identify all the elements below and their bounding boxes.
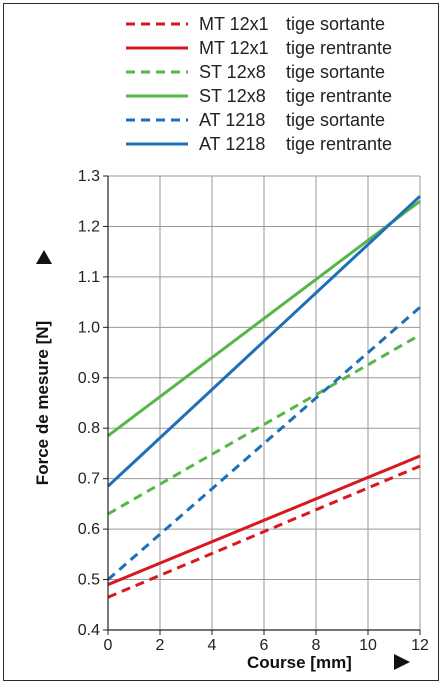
y-axis-arrow-icon: [36, 250, 52, 264]
chart-svg: MT 12x1 tige sortante MT 12x1 tige rentrant…: [33, 14, 429, 672]
legend-label: ST 12x8: [199, 62, 266, 82]
series-line: [106, 195, 422, 488]
series-line: [107, 200, 421, 437]
axes: [103, 175, 421, 635]
legend-label-suffix: tige rentrante: [286, 134, 392, 154]
x-tick-label: 10: [359, 637, 377, 654]
x-tick-label: 0: [104, 637, 113, 654]
legend: MT 12x1 tige sortante MT 12x1 tige rentrant…: [126, 14, 392, 154]
x-tick-label: 2: [156, 637, 165, 654]
x-tick-label: 8: [312, 637, 321, 654]
y-tick-label: 0.8: [78, 420, 100, 437]
tick-labels: 0 2 4 6 8 10 12 0.4 0.5 0.6 0.7 0.8 0.9 1.0 1.1 1.2 1.3: [78, 168, 429, 654]
y-tick-label: 0.6: [78, 521, 100, 538]
x-tick-label: 6: [260, 637, 269, 654]
series-lines: [106, 195, 422, 599]
y-tick-label: 0.9: [78, 370, 100, 387]
chart-frame: MT 12x1 tige sortante MT 12x1 tige rentrant…: [3, 3, 439, 681]
y-tick-label: 0.4: [78, 622, 100, 639]
legend-label: MT 12x1: [199, 38, 269, 58]
series-line: [107, 306, 421, 581]
legend-label: ST 12x8: [199, 86, 266, 106]
legend-label: AT 1218: [199, 134, 265, 154]
legend-label: AT 1218: [199, 110, 265, 130]
x-tick-label: 4: [208, 637, 217, 654]
legend-label-suffix: tige sortante: [286, 14, 385, 34]
x-tick-label: 12: [411, 637, 429, 654]
y-axis-title: Force de mesure [N]: [33, 321, 52, 485]
y-tick-label: 0.5: [78, 572, 100, 589]
legend-label-suffix: tige sortante: [286, 110, 385, 130]
series-line: [107, 464, 421, 599]
legend-label-suffix: tige rentrante: [286, 38, 392, 58]
y-tick-label: 0.7: [78, 471, 100, 488]
y-tick-label: 1.3: [78, 168, 100, 185]
y-tick-label: 1.0: [78, 319, 100, 336]
y-tick-label: 1.2: [78, 218, 100, 235]
series-line: [107, 454, 421, 586]
legend-label-suffix: tige rentrante: [286, 86, 392, 106]
y-tick-label: 1.1: [78, 269, 100, 286]
x-axis-title: Course [mm]: [247, 653, 352, 672]
grid: [107, 175, 421, 631]
legend-label-suffix: tige sortante: [286, 62, 385, 82]
x-axis-arrow-icon: [394, 654, 410, 670]
legend-label: MT 12x1: [199, 14, 269, 34]
